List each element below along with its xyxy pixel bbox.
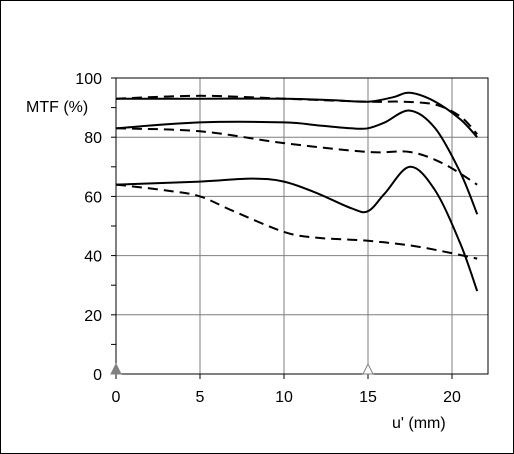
- series-line-4: [115, 127, 478, 186]
- x-tick-label: 15: [359, 389, 377, 406]
- y-tick-label: 80: [84, 130, 102, 147]
- tick-labels: 0 20 40 60 80 100 0 5 10 15 20: [75, 71, 461, 406]
- x-tick-label: 10: [275, 389, 293, 406]
- y-tick-label: 100: [75, 71, 102, 88]
- y-tick-label: 20: [84, 308, 102, 325]
- series-group: [115, 91, 479, 292]
- x-tick-label: 5: [196, 389, 205, 406]
- markers: [110, 362, 374, 375]
- x-axis-label: u' (mm): [392, 415, 446, 432]
- y-tick-label: 40: [84, 249, 102, 266]
- x-tick-label: 0: [112, 389, 121, 406]
- hollow-triangle-marker: [362, 362, 374, 375]
- y-tick-label: 60: [84, 189, 102, 206]
- series-line-6: [115, 183, 478, 260]
- series-line-2: [115, 94, 478, 135]
- y-tick-label: 0: [93, 367, 102, 384]
- plot-border: [115, 77, 489, 375]
- y-axis-label: MTF (%): [26, 99, 88, 116]
- filled-triangle-marker: [110, 362, 122, 375]
- series-line-5: [115, 165, 479, 292]
- series-line-3: [115, 109, 479, 215]
- x-tick-label: 20: [443, 389, 461, 406]
- grid: [116, 77, 488, 375]
